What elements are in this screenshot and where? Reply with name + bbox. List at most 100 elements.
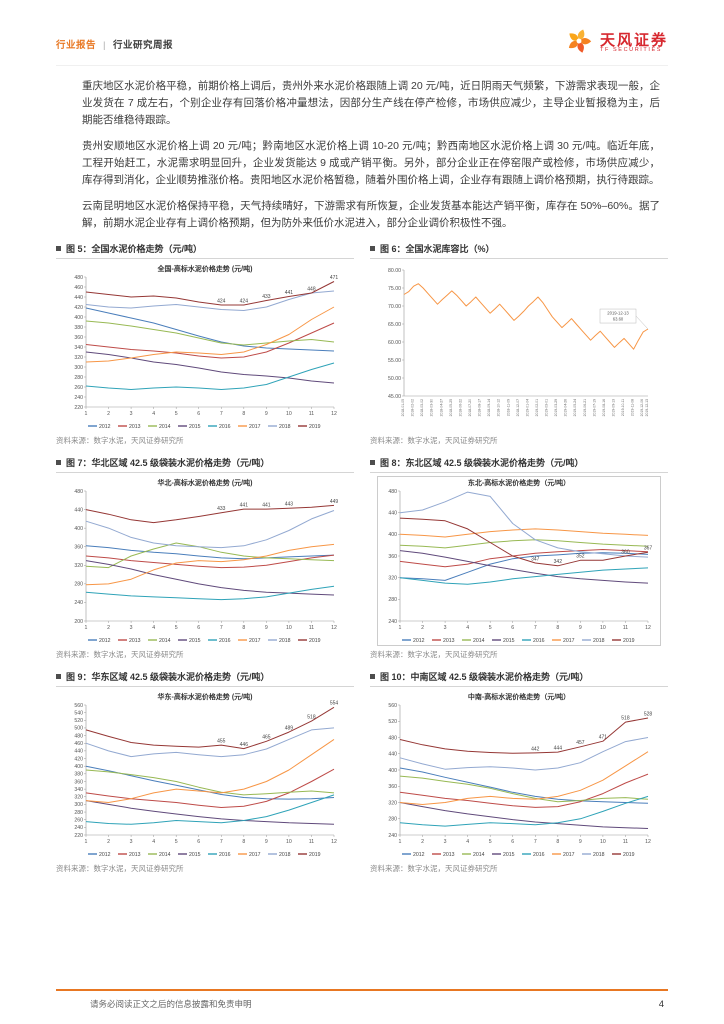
svg-text:440: 440: [74, 295, 83, 301]
svg-text:240: 240: [388, 619, 397, 625]
svg-text:2017: 2017: [249, 638, 261, 644]
svg-text:2018-02-02: 2018-02-02: [411, 399, 415, 416]
svg-text:5: 5: [175, 625, 178, 631]
svg-text:华北-高标水泥价格走势 (元/吨): 华北-高标水泥价格走势 (元/吨): [158, 478, 253, 487]
svg-text:420: 420: [74, 305, 83, 311]
svg-text:2: 2: [107, 411, 110, 417]
svg-text:460: 460: [74, 741, 83, 747]
svg-text:441: 441: [285, 290, 294, 296]
svg-text:320: 320: [74, 795, 83, 801]
svg-text:489: 489: [285, 726, 294, 732]
figure-6: 图 6：全国水泥库容比（%） 45.00 50.00 55.00 60.00 65.00…: [370, 242, 668, 446]
svg-text:2: 2: [107, 625, 110, 631]
svg-text:1: 1: [85, 411, 88, 417]
svg-text:4: 4: [152, 411, 155, 417]
chart-northeast-price: 东北-高标水泥价格走势（元/吨） 240 280 320 360 400 440 480 1 2 3…: [377, 476, 661, 646]
svg-text:4: 4: [466, 839, 469, 845]
svg-text:2014: 2014: [473, 852, 485, 858]
svg-text:2016: 2016: [219, 852, 231, 858]
svg-text:3: 3: [130, 411, 133, 417]
svg-text:华东-高标水泥价格走势 (元/吨): 华东-高标水泥价格走势 (元/吨): [158, 692, 253, 701]
svg-text:460: 460: [74, 285, 83, 291]
svg-text:448: 448: [307, 286, 316, 292]
svg-text:2019-05-24: 2019-05-24: [573, 399, 577, 416]
figure-9-caption: 图 9：华东区域 42.5 级袋装水泥价格走势（元/吨）: [66, 672, 270, 682]
svg-text:75.00: 75.00: [388, 286, 401, 292]
svg-text:10: 10: [286, 411, 292, 417]
figure-10-caption-bar: 图 10：中南区域 42.5 级袋装水泥价格走势（元/吨）: [370, 670, 668, 687]
svg-text:2016: 2016: [219, 424, 231, 430]
svg-text:400: 400: [74, 526, 83, 532]
svg-text:9: 9: [579, 625, 582, 631]
svg-text:440: 440: [388, 752, 397, 758]
svg-text:300: 300: [74, 802, 83, 808]
svg-text:2018-04-27: 2018-04-27: [439, 399, 443, 416]
svg-text:320: 320: [388, 800, 397, 806]
svg-text:10: 10: [600, 839, 606, 845]
svg-text:2019: 2019: [309, 852, 321, 858]
svg-text:7: 7: [534, 625, 537, 631]
svg-text:400: 400: [74, 764, 83, 770]
svg-text:6: 6: [511, 839, 514, 845]
chart-national-storage-ratio: 45.00 50.00 55.00 60.00 65.00 70.00 75.00 80.00…: [377, 262, 661, 432]
svg-text:2012: 2012: [413, 852, 425, 858]
figure-8-source: 资料来源：数字水泥，天风证券研究所: [370, 650, 498, 659]
svg-text:2013: 2013: [129, 852, 141, 858]
svg-text:9: 9: [265, 839, 268, 845]
svg-text:2018-12-07: 2018-12-07: [516, 399, 520, 416]
svg-text:480: 480: [74, 275, 83, 281]
svg-text:6: 6: [197, 625, 200, 631]
figure-6-caption-bar: 图 6：全国水泥库容比（%）: [370, 242, 668, 259]
svg-text:2018: 2018: [279, 638, 291, 644]
svg-text:480: 480: [388, 489, 397, 495]
svg-text:10: 10: [600, 625, 606, 631]
svg-text:2017: 2017: [249, 852, 261, 858]
svg-text:8: 8: [242, 839, 245, 845]
svg-text:2015: 2015: [189, 852, 201, 858]
svg-text:2: 2: [421, 839, 424, 845]
svg-text:2018: 2018: [279, 852, 291, 858]
svg-text:424: 424: [217, 298, 226, 304]
svg-text:2019-12-06: 2019-12-06: [640, 399, 644, 416]
svg-text:2012: 2012: [413, 638, 425, 644]
svg-text:2016: 2016: [219, 638, 231, 644]
tf-flower-logo-icon: [564, 26, 594, 61]
svg-text:11: 11: [309, 625, 314, 631]
svg-text:260: 260: [74, 818, 83, 824]
body-text: 重庆地区水泥价格平稳，前期价格上调后，贵州外来水泥价格跟随上调 20 元/吨，近…: [56, 78, 668, 232]
figure-5-source: 资料来源：数字水泥，天风证券研究所: [56, 436, 184, 445]
svg-text:340: 340: [74, 787, 83, 793]
brand-name: 天风证券: [599, 31, 668, 49]
report-type-line: 行业报告 | 行业研究周报: [56, 37, 173, 51]
svg-text:2019-06-21: 2019-06-21: [583, 399, 587, 416]
svg-text:2018-03-02: 2018-03-02: [420, 399, 424, 416]
svg-text:2015: 2015: [189, 638, 201, 644]
figure-5-caption-bar: 图 5：全国水泥价格走势（元/吨）: [56, 242, 354, 259]
report-body: 重庆地区水泥价格平稳，前期价格上调后，贵州外来水泥价格跟随上调 20 元/吨，近…: [56, 66, 668, 874]
figure-10-caption: 图 10：中南区域 42.5 级袋装水泥价格走势（元/吨）: [380, 672, 589, 682]
svg-text:440: 440: [74, 749, 83, 755]
svg-text:360: 360: [388, 784, 397, 790]
svg-text:420: 420: [74, 756, 83, 762]
svg-text:480: 480: [388, 735, 397, 741]
svg-text:5: 5: [175, 411, 178, 417]
svg-text:2014: 2014: [159, 638, 171, 644]
svg-text:360: 360: [74, 335, 83, 341]
svg-text:2: 2: [421, 625, 424, 631]
svg-text:2015: 2015: [503, 852, 515, 858]
svg-text:2019-02-01: 2019-02-01: [535, 399, 539, 416]
svg-text:2019: 2019: [623, 638, 635, 644]
figure-7-source: 资料来源：数字水泥，天风证券研究所: [56, 650, 184, 659]
svg-text:465: 465: [262, 735, 271, 741]
svg-text:2019-10-11: 2019-10-11: [621, 399, 625, 416]
svg-text:2018-03-30: 2018-03-30: [430, 399, 434, 416]
svg-text:9: 9: [265, 411, 268, 417]
page-number: 4: [658, 998, 664, 1010]
svg-text:220: 220: [74, 405, 83, 411]
svg-text:471: 471: [330, 275, 339, 281]
header-separator: |: [103, 39, 106, 51]
svg-text:518: 518: [621, 715, 630, 721]
svg-text:9: 9: [265, 625, 268, 631]
figure-8-caption-bar: 图 8：东北区域 42.5 级袋装水泥价格走势（元/吨）: [370, 456, 668, 473]
svg-text:449: 449: [330, 499, 339, 505]
